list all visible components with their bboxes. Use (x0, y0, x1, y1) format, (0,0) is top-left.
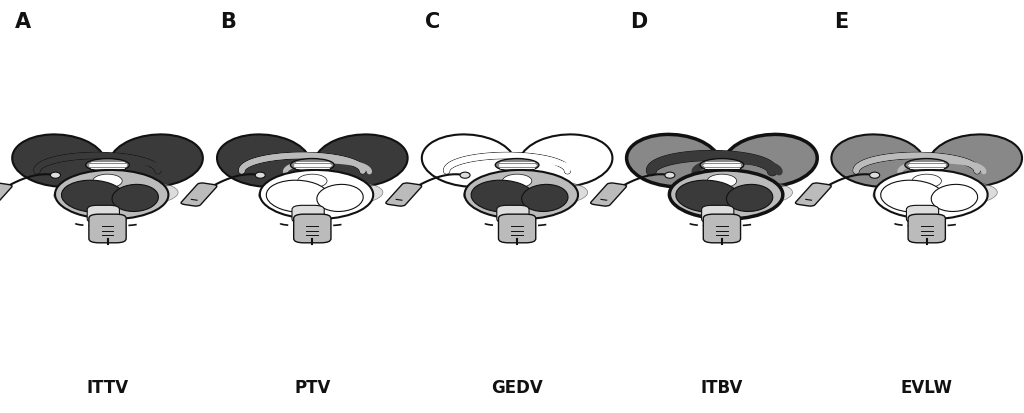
Ellipse shape (61, 181, 125, 213)
FancyBboxPatch shape (796, 183, 831, 206)
Text: E: E (835, 12, 849, 32)
Ellipse shape (93, 175, 122, 188)
FancyBboxPatch shape (701, 206, 734, 223)
FancyBboxPatch shape (294, 215, 331, 243)
FancyBboxPatch shape (703, 215, 740, 243)
FancyBboxPatch shape (591, 183, 627, 206)
Ellipse shape (460, 173, 470, 179)
Text: ITTV: ITTV (86, 379, 129, 396)
FancyBboxPatch shape (497, 206, 529, 223)
Ellipse shape (874, 171, 987, 220)
Ellipse shape (831, 135, 925, 188)
FancyBboxPatch shape (906, 206, 939, 223)
Ellipse shape (905, 159, 948, 172)
Text: GEDV: GEDV (492, 379, 543, 396)
FancyBboxPatch shape (89, 215, 126, 243)
Ellipse shape (465, 171, 578, 220)
FancyBboxPatch shape (0, 183, 12, 206)
Text: C: C (425, 12, 440, 32)
Text: B: B (220, 12, 237, 32)
Ellipse shape (291, 159, 334, 172)
Ellipse shape (521, 185, 568, 212)
Ellipse shape (881, 181, 944, 213)
Ellipse shape (665, 173, 675, 179)
Ellipse shape (266, 181, 330, 213)
Ellipse shape (503, 175, 531, 188)
Ellipse shape (869, 173, 880, 179)
Ellipse shape (314, 135, 408, 188)
Ellipse shape (726, 185, 773, 212)
Ellipse shape (55, 171, 168, 220)
Ellipse shape (931, 185, 978, 212)
Ellipse shape (258, 180, 383, 209)
FancyBboxPatch shape (499, 215, 536, 243)
Ellipse shape (260, 171, 373, 220)
Ellipse shape (929, 135, 1022, 188)
Ellipse shape (668, 180, 793, 209)
Ellipse shape (676, 181, 739, 213)
Ellipse shape (519, 135, 612, 188)
Ellipse shape (670, 171, 782, 220)
Text: A: A (15, 12, 32, 32)
Ellipse shape (12, 135, 105, 188)
FancyBboxPatch shape (87, 206, 120, 223)
Ellipse shape (872, 180, 997, 209)
Ellipse shape (86, 159, 129, 172)
Ellipse shape (471, 181, 535, 213)
Ellipse shape (316, 185, 364, 212)
Ellipse shape (912, 175, 941, 188)
Ellipse shape (496, 159, 539, 172)
Ellipse shape (110, 135, 203, 188)
Ellipse shape (298, 175, 327, 188)
FancyBboxPatch shape (908, 215, 945, 243)
Text: PTV: PTV (294, 379, 331, 396)
Ellipse shape (112, 185, 159, 212)
Ellipse shape (627, 135, 720, 188)
Text: D: D (630, 12, 647, 32)
Ellipse shape (422, 135, 515, 188)
Ellipse shape (255, 173, 265, 179)
Ellipse shape (217, 135, 310, 188)
FancyBboxPatch shape (292, 206, 325, 223)
Ellipse shape (724, 135, 817, 188)
Text: EVLW: EVLW (901, 379, 952, 396)
Ellipse shape (50, 173, 60, 179)
Text: ITBV: ITBV (700, 379, 743, 396)
Ellipse shape (463, 180, 588, 209)
FancyBboxPatch shape (181, 183, 217, 206)
Ellipse shape (53, 180, 178, 209)
FancyBboxPatch shape (386, 183, 422, 206)
Ellipse shape (708, 175, 736, 188)
Ellipse shape (700, 159, 743, 172)
